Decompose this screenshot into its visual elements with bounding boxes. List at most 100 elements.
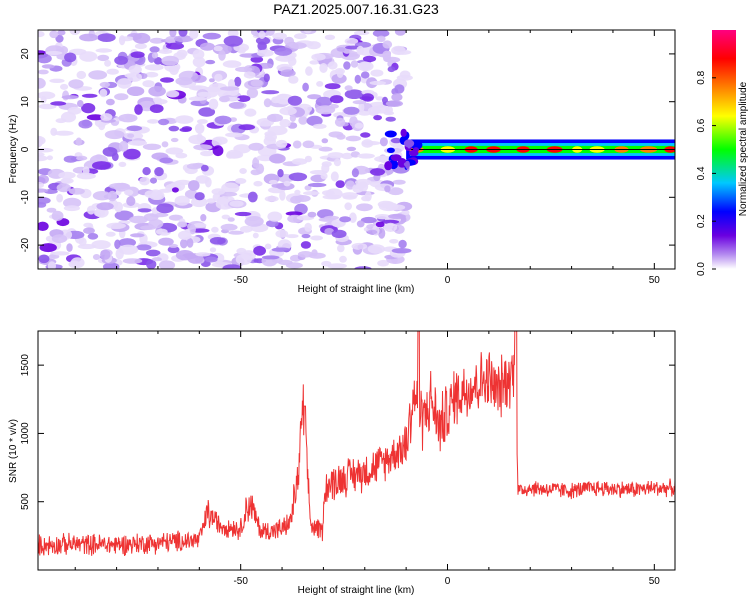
heatmap-cell [97,54,110,62]
heatmap-cell [123,148,141,160]
heatmap-cell [38,254,50,264]
heatmap-cell [211,226,219,233]
heatmap-cell [104,59,112,67]
heatmap-cell [351,242,368,250]
heatmap-cell [149,37,165,44]
heatmap-cell [126,196,136,207]
heatmap-cell [87,233,99,240]
heatmap-cell [102,147,118,157]
heatmap-cell [222,60,242,68]
heatmap-cell [167,246,180,254]
heatmap-cell [227,217,235,222]
heatmap-cell [239,225,253,233]
heatmap-cell [68,79,84,89]
heatmap-cell [105,231,116,237]
heatmap-cell [142,143,162,150]
heatmap-cell [208,78,215,83]
snr-series-line [38,331,675,556]
heatmap-cell [289,114,296,123]
heatmap-cell [401,209,410,216]
heatmap-cell [161,141,169,148]
heatmap-cell [166,90,180,98]
heatmap-cell [188,96,207,102]
heatmap-cell [287,95,302,106]
heatmap-cell [385,116,396,122]
heatmap-cell [279,119,291,128]
heatmap-cell [305,66,313,76]
heatmap-cell [55,34,64,43]
heatmap-cell [356,220,365,228]
heatmap-cell [49,30,59,39]
heatmap-y-axis-label: Frequency (Hz) [8,115,19,184]
heatmap-cell [381,219,400,224]
heatmap-cell [275,139,288,148]
heatmap-cell [198,107,216,117]
heatmap-cell [75,137,83,146]
heatmap-cell [369,80,387,86]
heatmap-cell [115,248,124,260]
heatmap-cell [233,144,251,154]
heatmap-cell [277,169,284,178]
heatmap-x-axis-label: Height of straight line (km) [298,284,415,295]
heatmap-cell [250,56,264,63]
heatmap-cell [96,202,114,211]
heatmap-cell [126,86,145,96]
heatmap-cell [186,163,202,170]
heatmap-cell [38,196,51,205]
heatmap-cell [134,104,143,115]
signal-onset-cell [384,130,397,138]
heatmap-cell [193,144,213,151]
heatmap-cell [130,51,145,58]
heatmap-cell [220,223,238,231]
heatmap-cell [336,69,344,78]
heatmap-cell [175,77,193,86]
heatmap-cell [149,104,164,113]
heatmap-cell [76,155,88,161]
heatmap-cell [142,80,155,88]
heatmap-cell [145,71,159,78]
heatmap-cell [263,98,272,108]
heatmap-cell [320,172,328,180]
heatmap-cell [311,53,326,61]
heatmap-cell [225,132,244,138]
heatmap-cell [391,248,412,254]
heatmap-cell [170,137,179,143]
heatmap-cell [230,151,244,159]
heatmap-cell [248,142,264,151]
heatmap-cell [362,55,377,63]
heatmap-cell [344,37,359,45]
heatmap-cell [92,191,112,201]
heatmap-cell [38,69,49,75]
heatmap-cell [355,178,372,186]
heatmap-cell [294,33,307,40]
heatmap-cell [151,257,162,262]
heatmap-cell [181,126,193,132]
heatmap-cell [161,55,179,66]
heatmap-cell [175,250,195,261]
heatmap-cell [83,222,93,228]
y-tick-label: 1000 [20,422,31,445]
heatmap-cell [312,123,327,129]
heatmap-cell [343,106,360,115]
heatmap-cell [38,31,45,38]
heatmap-cell [309,60,319,65]
heatmap-cell [50,101,67,106]
heatmap-cell [255,36,271,45]
heatmap-cell [158,118,170,126]
heatmap-cell [211,188,226,196]
heatmap-cell [68,187,85,195]
snr-y-axis-label: SNR (10 * v/v) [8,419,19,483]
heatmap-cell [194,123,205,134]
heatmap-cell [46,155,54,161]
heatmap-cell [158,188,173,193]
heatmap-cell [76,70,87,80]
y-tick-label: -10 [20,190,31,205]
heatmap-cell [354,122,364,129]
heatmap-cell [145,249,161,257]
heatmap-cell [148,86,166,97]
heatmap-cell [51,210,64,221]
heatmap-cell [86,205,96,215]
heatmap-cell [375,96,384,101]
heatmap-cell [45,51,63,55]
colorbar-label: Normalized spectral amplitude [738,81,749,216]
